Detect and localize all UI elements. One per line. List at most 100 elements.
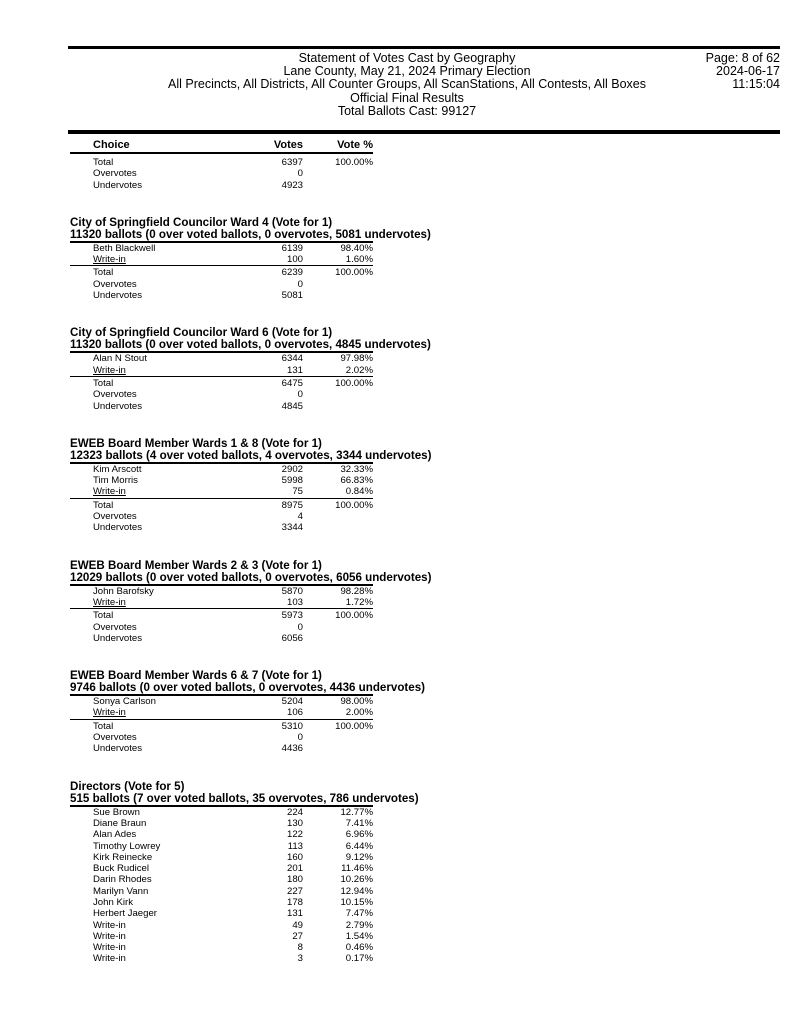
table-row: Write-in 8 0.46% [70, 942, 373, 953]
cell-pct: 98.00% [340, 696, 373, 708]
cell-name: Overvotes [93, 511, 137, 523]
cell-name: Write-in [93, 942, 126, 954]
table-row: Beth Blackwell 6139 98.40% [70, 243, 373, 254]
column-choice: Choice [93, 139, 130, 151]
cell-votes: 106 [286, 707, 303, 719]
contest-title: EWEB Board Member Wards 2 & 3 (Vote for … [70, 558, 322, 572]
table-row: Write-in 106 2.00% [70, 707, 373, 720]
contest: EWEB Board Member Wards 6 & 7 (Vote for … [70, 669, 670, 754]
total-row: Total 6239 100.00% [70, 267, 373, 278]
cell-name: Buck Rudicel [93, 863, 149, 875]
cell-votes: 75 [292, 486, 303, 498]
cell-name: Total [93, 267, 114, 279]
cell-votes: 103 [286, 596, 303, 608]
cell-name: Undervotes [93, 632, 143, 644]
cell-pct: 32.33% [340, 463, 373, 475]
cell-votes: 27 [292, 930, 303, 942]
cell-votes: 160 [286, 851, 303, 863]
table-row: John Barofsky 5870 98.28% [70, 586, 373, 597]
report-date: 2024-06-17 [716, 64, 780, 79]
results-status: Official Final Results [350, 90, 464, 105]
cell-votes: 178 [286, 896, 303, 908]
cell-pct: 1.54% [345, 930, 373, 942]
cell-name: Write-in [93, 919, 126, 931]
cell-votes: 5310 [281, 720, 303, 732]
cell-votes: 122 [286, 829, 303, 841]
cell-votes: 4436 [281, 743, 303, 755]
table-row: Herbert Jaeger 131 7.47% [70, 908, 373, 919]
table-row: Darin Rhodes 180 10.26% [70, 874, 373, 885]
cell-name: Alan Ades [93, 829, 137, 841]
cell-votes: 227 [286, 885, 303, 897]
column-headers: Choice Votes Vote % [70, 138, 373, 154]
cell-votes: 6056 [281, 632, 303, 644]
cell-name: Overvotes [93, 621, 137, 633]
column-vote-pct: Vote % [337, 139, 373, 151]
cell-pct: 100.00% [335, 267, 373, 279]
table-row: Overvotes 0 [70, 168, 373, 179]
cell-votes: 0 [297, 621, 303, 633]
cell-name: Overvotes [93, 732, 137, 744]
cell-pct: 100.00% [335, 720, 373, 732]
cell-pct: 10.15% [340, 896, 373, 908]
cell-votes: 0 [297, 168, 303, 180]
contest-ballot-summary: 9746 ballots (0 over voted ballots, 0 ov… [70, 682, 670, 697]
cell-votes: 4 [297, 511, 303, 523]
cell-name: Total [93, 720, 114, 732]
total-row: Total 6475 100.00% [70, 378, 373, 389]
total-ballots-cast: Total Ballots Cast: 99127 [337, 103, 477, 118]
cell-pct: 1.60% [345, 254, 373, 266]
cell-pct: 0.84% [345, 486, 373, 498]
contest-ballot-summary: 12323 ballots (4 over voted ballots, 4 o… [70, 449, 670, 464]
cell-votes: 8975 [281, 499, 303, 511]
cell-votes: 131 [286, 908, 303, 920]
contest-ballot-summary: 515 ballots (7 over voted ballots, 35 ov… [70, 792, 670, 807]
table-row: Overvotes 4 [70, 511, 373, 522]
cell-name: Herbert Jaeger [93, 908, 157, 920]
total-row: Total 5973 100.00% [70, 610, 373, 621]
contest: EWEB Board Member Wards 2 & 3 (Vote for … [70, 559, 670, 644]
column-votes: Votes [273, 139, 303, 151]
table-row: Write-in 103 1.72% [70, 596, 373, 610]
cell-votes: 131 [286, 364, 303, 376]
report-meta: Page: 8 of 62 2024-06-17 11:15:04 [706, 51, 780, 92]
cell-votes: 4845 [281, 400, 303, 412]
cell-pct: 11.46% [341, 863, 373, 875]
cell-votes: 224 [286, 806, 303, 818]
table-row: Write-in 3 0.17% [70, 953, 373, 964]
table-row: Kirk Reinecke 160 9.12% [70, 852, 373, 863]
cell-name: Undervotes [93, 179, 143, 191]
cell-name: Undervotes [93, 743, 143, 755]
cell-votes: 201 [286, 863, 303, 875]
contest-ballot-summary: 11320 ballots (0 over voted ballots, 0 o… [70, 339, 670, 354]
table-row: Overvotes 0 [70, 279, 373, 290]
cell-name: Write-in [93, 707, 126, 719]
table-row: Buck Rudicel 201 11.46% [70, 863, 373, 874]
contest-rows: Sonya Carlson 5204 98.00% Write-in 106 2.00% T… [70, 696, 670, 754]
cell-pct: 10.26% [340, 874, 373, 886]
cell-name: Write-in [93, 953, 126, 965]
cell-votes: 5204 [281, 696, 303, 708]
cell-votes: 49 [292, 919, 303, 931]
cell-votes: 2902 [281, 463, 303, 475]
cell-name: John Barofsky [93, 585, 154, 597]
cell-votes: 0 [297, 278, 303, 290]
table-row: Write-in 27 1.54% [70, 931, 373, 942]
table-row: Undervotes 5081 [70, 290, 373, 301]
table-row: Write-in 131 2.02% [70, 365, 373, 377]
cell-pct: 100.00% [335, 610, 373, 622]
election-name: Lane County, May 21, 2024 Primary Electi… [283, 64, 531, 79]
cell-pct: 6.44% [345, 840, 373, 852]
table-row: Kim Arscott 2902 32.33% [70, 464, 373, 475]
header-bottom-rule [68, 130, 780, 134]
cell-pct: 0.17% [345, 953, 373, 965]
cell-pct: 97.98% [340, 353, 373, 365]
contest-rows: Alan N Stout 6344 97.98% Write-in 131 2.02% To… [70, 353, 670, 412]
cell-votes: 130 [286, 817, 303, 829]
cell-name: Beth Blackwell [93, 242, 156, 254]
results-content: Total 6397 100.00% Overvotes 0 Undervotes 4923… [70, 156, 670, 965]
table-row: Write-in 75 0.84% [70, 486, 373, 499]
cell-name: Undervotes [93, 290, 143, 302]
cell-name: Write-in [93, 364, 126, 376]
cell-pct: 100.00% [335, 377, 373, 389]
